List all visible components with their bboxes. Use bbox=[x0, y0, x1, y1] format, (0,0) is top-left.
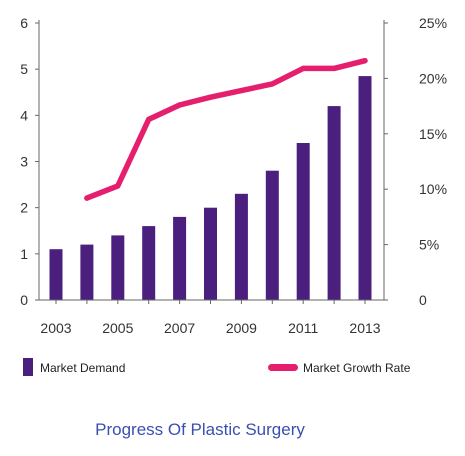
bar-market-demand-2013 bbox=[358, 76, 372, 300]
bar-market-demand-2009 bbox=[234, 193, 248, 300]
left-tick-label: 3 bbox=[20, 154, 28, 170]
legend: Market Demand Market Growth Rate bbox=[23, 358, 411, 376]
point-market-growth-rate-2005 bbox=[115, 183, 121, 189]
point-market-growth-rate-2007 bbox=[177, 102, 183, 108]
left-tick-label: 4 bbox=[20, 107, 28, 123]
chart-title: Progress Of Plastic Surgery bbox=[95, 420, 305, 439]
bar-market-demand-2006 bbox=[142, 226, 156, 300]
x-tick-label: 2005 bbox=[102, 320, 133, 336]
bar-market-demand-2012 bbox=[327, 106, 341, 300]
right-tick-label: 0 bbox=[419, 292, 427, 308]
point-market-growth-rate-2004 bbox=[84, 195, 90, 201]
point-market-growth-rate-2006 bbox=[146, 116, 152, 122]
x-tick-label: 2013 bbox=[349, 320, 380, 336]
left-axis-ticks: 0 1 2 3 4 5 6 bbox=[20, 15, 39, 308]
point-market-growth-rate-2008 bbox=[207, 94, 214, 100]
bar-market-demand-2011 bbox=[296, 143, 310, 300]
left-tick-label: 0 bbox=[20, 292, 28, 308]
line-market-growth-rate bbox=[84, 57, 368, 201]
point-market-growth-rate-2011 bbox=[300, 65, 306, 71]
bar-market-demand-2010 bbox=[265, 170, 279, 300]
bar-market-demand-2008 bbox=[204, 207, 217, 300]
right-tick-label: 15% bbox=[419, 126, 447, 142]
bars-group bbox=[49, 76, 372, 300]
right-tick-label: 20% bbox=[419, 70, 447, 86]
point-market-growth-rate-2012 bbox=[331, 65, 337, 71]
left-tick-label: 1 bbox=[20, 246, 28, 262]
right-axis-ticks: 0 5% 10% 15% 20% 25% bbox=[384, 15, 447, 308]
point-market-growth-rate-2010 bbox=[269, 81, 275, 87]
legend-label-market-demand: Market Demand bbox=[40, 361, 125, 375]
legend-label-market-growth-rate: Market Growth Rate bbox=[303, 361, 411, 375]
x-tick-label: 2003 bbox=[40, 320, 71, 336]
legend-swatch-market-growth-rate bbox=[268, 364, 298, 371]
left-tick-label: 5 bbox=[20, 61, 28, 77]
x-axis-ticks: 2003 2005 2007 2009 2011 2013 bbox=[40, 300, 381, 336]
left-tick-label: 2 bbox=[20, 200, 28, 216]
point-market-growth-rate-2009 bbox=[238, 88, 244, 94]
bar-market-demand-2007 bbox=[173, 216, 187, 300]
right-tick-label: 5% bbox=[419, 237, 439, 253]
bar-market-demand-2004 bbox=[80, 244, 94, 300]
right-tick-label: 25% bbox=[419, 15, 447, 31]
left-tick-label: 6 bbox=[20, 15, 28, 31]
bar-market-demand-2005 bbox=[111, 235, 125, 300]
legend-swatch-market-demand bbox=[23, 358, 33, 376]
x-tick-label: 2009 bbox=[226, 320, 257, 336]
bar-market-demand-2003 bbox=[49, 249, 63, 300]
point-market-growth-rate-2013 bbox=[362, 58, 368, 64]
right-tick-label: 10% bbox=[419, 181, 447, 197]
x-tick-label: 2007 bbox=[164, 320, 195, 336]
growth-line-group bbox=[84, 57, 368, 201]
x-tick-label: 2011 bbox=[288, 320, 318, 336]
